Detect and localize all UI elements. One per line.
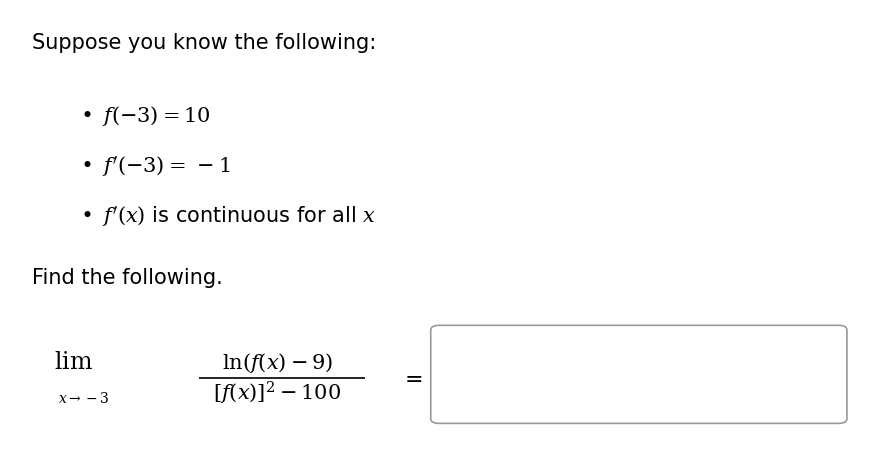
Text: $f'(-3) = \,-1$: $f'(-3) = \,-1$ [102,154,230,179]
Text: $\bullet$: $\bullet$ [80,104,91,124]
Text: $x \to -3$: $x \to -3$ [58,392,110,407]
Text: $[f(x)]^2 - 100$: $[f(x)]^2 - 100$ [213,380,341,407]
FancyBboxPatch shape [430,325,846,423]
Text: $f'(x)$ is continuous for all $x$: $f'(x)$ is continuous for all $x$ [102,204,376,230]
Text: $\ln(f(x)-9)$: $\ln(f(x)-9)$ [221,352,333,375]
Text: Suppose you know the following:: Suppose you know the following: [32,34,376,53]
Text: $\bullet$: $\bullet$ [80,154,91,174]
Text: $f(-3) = 10$: $f(-3) = 10$ [102,104,211,128]
Text: $\bullet$: $\bullet$ [80,204,91,224]
Text: Find the following.: Find the following. [32,268,222,288]
Text: $=$: $=$ [399,368,422,388]
Text: $\lim$: $\lim$ [54,350,93,375]
